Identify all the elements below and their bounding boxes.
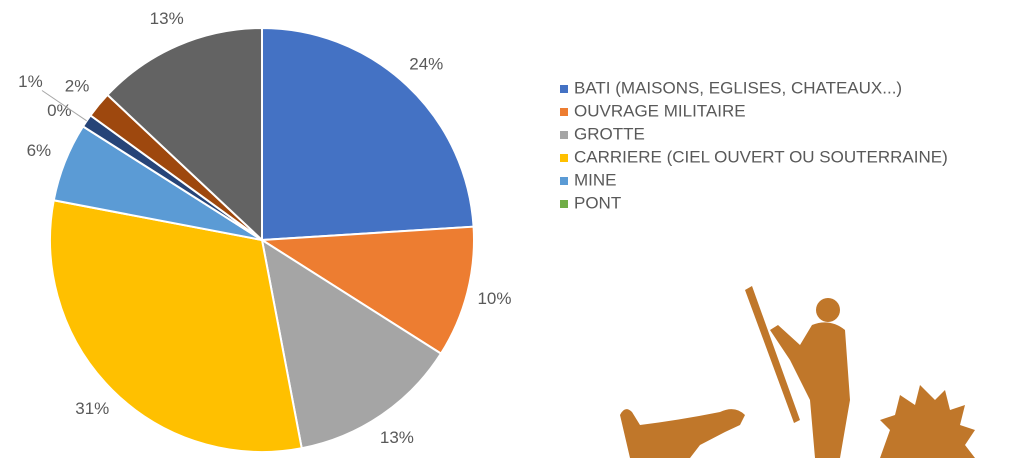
legend-swatch	[560, 154, 568, 162]
legend-swatch	[560, 200, 568, 208]
legend-swatch	[560, 131, 568, 139]
legend-label: GROTTE	[574, 124, 645, 143]
legend-label: CARRIERE (CIEL OUVERT OU SOUTERRAINE)	[574, 147, 948, 166]
legend-label: OUVRAGE MILITAIRE	[574, 101, 746, 120]
legend-label: MINE	[574, 170, 617, 189]
data-label: 10%	[477, 289, 511, 308]
pie-slice	[106, 26, 263, 243]
data-label: 31%	[75, 399, 109, 418]
legend-label: BATI (MAISONS, EGLISES, CHATEAUX...)	[574, 78, 902, 97]
pie-slice	[261, 26, 475, 242]
data-label: 13%	[380, 428, 414, 447]
data-label: 2%	[65, 77, 90, 96]
legend-label: PONT	[574, 193, 621, 212]
legend-swatch	[560, 108, 568, 116]
data-label: 13%	[150, 9, 184, 28]
pie-slice	[49, 199, 303, 453]
illustration	[620, 286, 975, 458]
data-label: 6%	[27, 141, 52, 160]
data-label: 1%	[18, 72, 43, 91]
legend-swatch	[560, 177, 568, 185]
data-label: 0%	[47, 101, 72, 120]
data-label: 24%	[409, 55, 443, 74]
legend-swatch	[560, 85, 568, 93]
leader-line	[41, 90, 87, 122]
pie-slice	[258, 225, 475, 355]
pie-slice	[260, 237, 443, 450]
